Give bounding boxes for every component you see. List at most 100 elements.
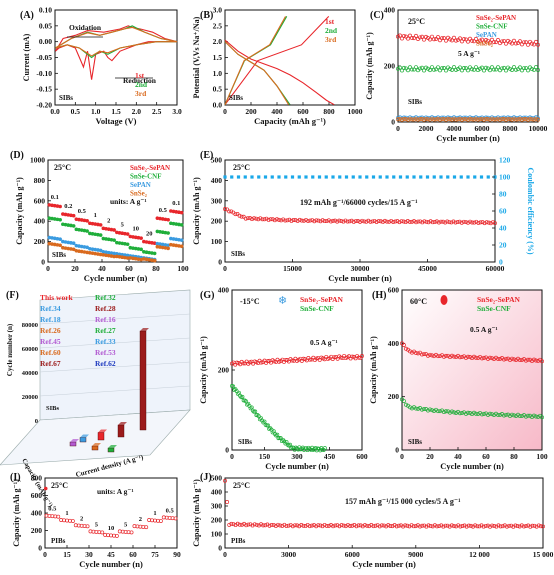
- data-point: [496, 356, 500, 361]
- x-axis-label: Cycle number (n): [79, 559, 143, 569]
- rate-point: [47, 235, 52, 240]
- data-point: [227, 522, 232, 527]
- data-point: [502, 413, 506, 418]
- ce-point: [311, 175, 315, 179]
- plot-frame: [47, 159, 184, 263]
- rate-point: [106, 237, 111, 242]
- rate-point: [144, 257, 149, 262]
- y-tick-label: 0: [35, 418, 38, 425]
- ce-point: [338, 175, 342, 179]
- rate-point: [128, 256, 133, 260]
- rate-point: [166, 231, 170, 235]
- data-point: [244, 523, 249, 528]
- rate-point: [160, 217, 165, 221]
- annotation: SIBs: [46, 405, 59, 412]
- capacity-point: [389, 218, 394, 223]
- rate-point: [104, 237, 108, 241]
- data-point: [496, 65, 500, 70]
- data-point: [468, 36, 472, 41]
- data-point: [266, 423, 270, 428]
- rate-point: [93, 247, 98, 252]
- data-point: [360, 353, 364, 358]
- data-point: [404, 115, 408, 120]
- y-axis-label: Capacity (mAh g⁻¹): [365, 32, 374, 100]
- data-point: [432, 117, 436, 122]
- data-point: [390, 524, 395, 529]
- x-tick-label: 1.5: [111, 107, 121, 116]
- data-point: [502, 38, 506, 43]
- data-point: [428, 116, 432, 121]
- data-point: [496, 116, 500, 121]
- data-point: [308, 447, 313, 452]
- data-point: [428, 523, 433, 528]
- data-point: [530, 41, 534, 46]
- y-axis-label: Current (mA): [22, 33, 31, 81]
- data-point: [241, 361, 246, 366]
- capacity-point: [412, 219, 416, 224]
- data-point: [490, 37, 494, 42]
- charge-curve: [224, 16, 286, 105]
- capacity-point: [441, 219, 446, 224]
- rate-point: [152, 251, 157, 256]
- legend-entry: Ref.27: [95, 326, 116, 335]
- data-point: [498, 116, 502, 121]
- capacity-point: [291, 218, 296, 222]
- data-point: [444, 353, 448, 358]
- rate-point: [104, 253, 108, 258]
- charge-curve: [224, 15, 330, 106]
- capacity-point: [370, 219, 375, 224]
- data-point: [322, 446, 327, 451]
- x-tick-label: 600: [297, 107, 309, 116]
- panel-letter: (G): [200, 290, 214, 301]
- rate-label: 0.2: [64, 203, 72, 210]
- capacity-point: [482, 221, 487, 226]
- data-point: [416, 351, 420, 356]
- data-point: [436, 116, 440, 121]
- data-point: [474, 36, 478, 41]
- data-point: [406, 116, 410, 121]
- data-point: [234, 360, 239, 365]
- x-tick-label: 0: [223, 550, 227, 559]
- data-point: [424, 34, 428, 39]
- y-axis-label: Capacity (mAh g⁻¹): [12, 479, 21, 547]
- data-point: [408, 65, 412, 70]
- x-tick-label: 15000: [283, 264, 302, 273]
- capacity-point: [445, 219, 450, 224]
- data-point: [468, 355, 472, 359]
- data-point: [280, 523, 285, 528]
- x-tick-label: 0: [223, 264, 227, 273]
- data-point: [430, 65, 434, 70]
- capacity-point: [463, 220, 468, 224]
- rate-point: [139, 247, 143, 252]
- ce-point: [257, 175, 261, 179]
- panel-letter: (B): [200, 10, 213, 21]
- data-point: [367, 524, 372, 529]
- data-point: [326, 523, 331, 528]
- x-tick-label: 2.5: [152, 107, 162, 116]
- rate-label: 10: [108, 525, 115, 532]
- data-point: [356, 355, 361, 360]
- capacity-point: [360, 218, 365, 223]
- rate-point: [90, 232, 95, 236]
- rate-point: [55, 217, 60, 222]
- capacity-point: [252, 216, 257, 221]
- x-tick-label: 0: [46, 264, 50, 273]
- ce-point: [358, 175, 362, 179]
- capacity-point: [318, 219, 323, 224]
- capacity-point: [380, 220, 385, 224]
- x-tick-label: 4000: [447, 124, 462, 133]
- capacity-point: [426, 220, 431, 225]
- rate-point: [52, 217, 57, 221]
- y-tick-label: 40000: [22, 370, 38, 377]
- rate-point: [96, 222, 100, 227]
- panel-letter: (C): [370, 10, 384, 21]
- capacity-point: [439, 219, 443, 224]
- data-point: [436, 115, 440, 120]
- rate-point: [112, 228, 116, 232]
- data-point: [492, 67, 496, 72]
- snowflake-icon: ❄: [278, 295, 287, 307]
- data-point: [532, 523, 537, 528]
- capacity-point: [449, 220, 454, 225]
